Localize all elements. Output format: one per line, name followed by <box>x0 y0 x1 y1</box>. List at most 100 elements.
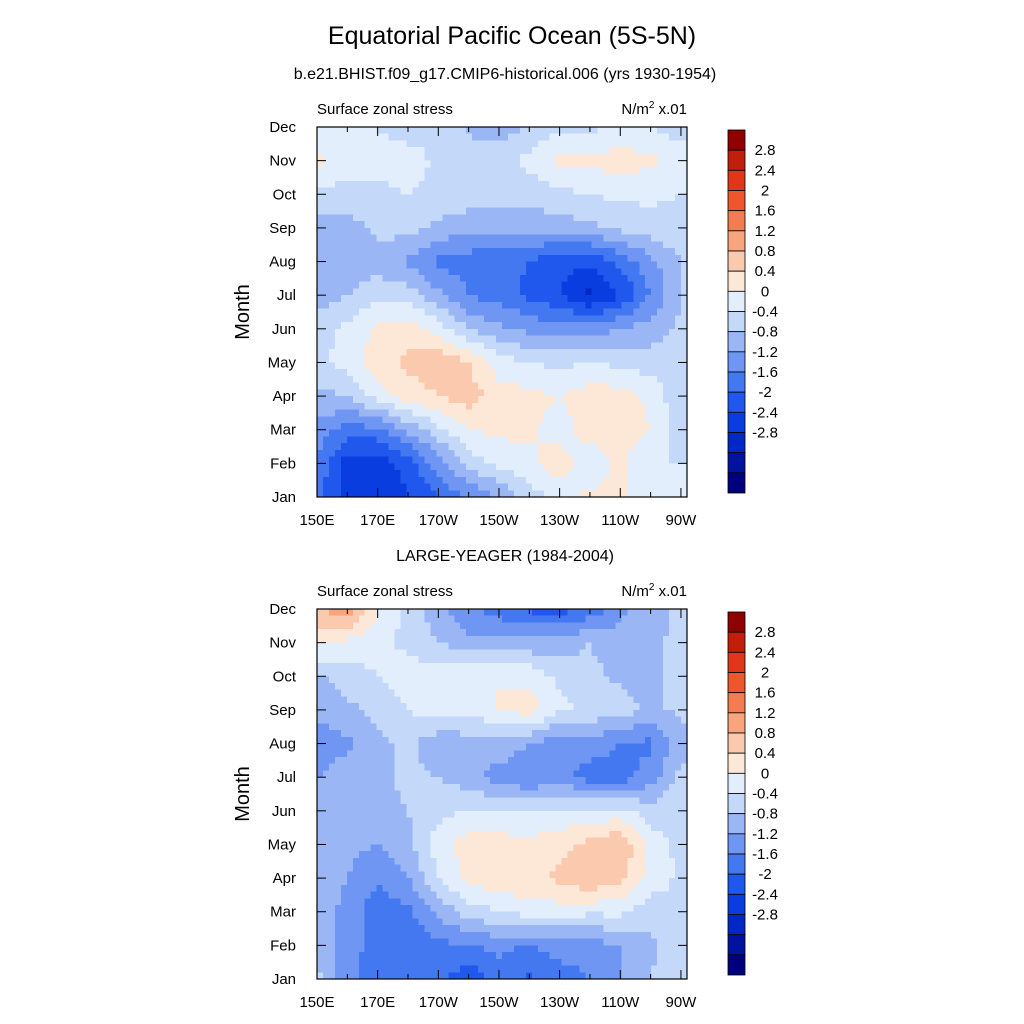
heatmap-cell <box>442 180 449 189</box>
heatmap-cell <box>472 275 479 283</box>
heatmap-cell <box>609 490 616 498</box>
heatmap-cell <box>484 443 491 451</box>
heatmap-cell <box>430 736 437 745</box>
heatmap-cell <box>639 147 646 155</box>
heatmap-cell <box>519 288 527 296</box>
heatmap-cell <box>466 355 473 364</box>
heatmap-cell <box>615 355 622 364</box>
heatmap-cell <box>663 261 670 269</box>
heatmap-cell <box>603 389 611 397</box>
heatmap-cell <box>472 140 479 148</box>
heatmap-cell <box>490 295 497 303</box>
x-tick-label: 150E <box>299 512 334 529</box>
heatmap-cell <box>502 160 509 168</box>
heatmap-cell <box>472 342 479 350</box>
heatmap-cell <box>681 261 688 269</box>
heatmap-cell <box>418 409 426 417</box>
heatmap-cell <box>657 234 664 242</box>
heatmap-cell <box>537 676 545 684</box>
heatmap-cell <box>567 355 575 364</box>
heatmap-cell <box>669 207 676 216</box>
heatmap-cell <box>460 295 467 303</box>
heatmap-cell <box>388 227 396 236</box>
heatmap-cell <box>394 629 402 637</box>
heatmap-cell <box>352 490 360 498</box>
heatmap-cell <box>370 362 378 370</box>
heatmap-cell <box>663 322 670 330</box>
heatmap-cell <box>513 416 521 424</box>
heatmap-cell <box>412 268 420 276</box>
heatmap-cell <box>370 476 378 485</box>
heatmap-cell <box>418 490 426 498</box>
heatmap-cell <box>448 369 455 377</box>
heatmap-cell <box>406 234 414 242</box>
heatmap-cell <box>364 696 372 704</box>
heatmap-cell <box>531 750 539 758</box>
heatmap-cell <box>603 642 611 650</box>
heatmap-cell <box>603 194 611 202</box>
heatmap-cell <box>466 689 473 698</box>
heatmap-cell <box>513 635 521 644</box>
heatmap-cell <box>651 328 658 337</box>
heatmap-cell <box>603 622 611 630</box>
heatmap-cell <box>328 369 336 377</box>
heatmap-cell <box>633 615 640 624</box>
heatmap-cell <box>531 275 539 283</box>
heatmap-cell <box>543 349 551 357</box>
heatmap-cell <box>460 615 467 624</box>
heatmap-cell <box>519 443 527 451</box>
heatmap-cell <box>657 696 664 704</box>
heatmap-cell <box>418 615 426 624</box>
heatmap-cell <box>519 463 527 471</box>
heatmap-cell <box>400 689 408 698</box>
heatmap-cell <box>412 127 420 135</box>
heatmap-cell <box>352 180 360 189</box>
heatmap-cell <box>424 207 431 216</box>
heatmap-cell <box>496 328 503 337</box>
heatmap-cell <box>436 362 443 370</box>
heatmap-cell <box>549 241 557 249</box>
heatmap-cell <box>597 308 605 316</box>
heatmap-cell <box>340 201 348 209</box>
heatmap-cell <box>406 389 414 397</box>
heatmap-cell <box>585 254 593 263</box>
heatmap-cell <box>555 315 563 323</box>
heatmap-cell <box>376 201 384 209</box>
heatmap-cell <box>531 757 539 765</box>
heatmap-cell <box>370 443 378 451</box>
heatmap-cell <box>657 402 664 411</box>
heatmap-cell <box>513 301 521 310</box>
heatmap-cell <box>567 268 575 276</box>
heatmap-cell <box>669 716 676 724</box>
heatmap-cell <box>454 275 461 283</box>
heatmap-cell <box>507 362 515 370</box>
heatmap-cell <box>627 382 634 390</box>
heatmap-cell <box>651 757 658 765</box>
heatmap-cell <box>525 703 533 711</box>
heatmap-cell <box>496 261 503 269</box>
heatmap-cell <box>382 456 390 464</box>
heatmap-cell <box>442 402 449 411</box>
heatmap-cell <box>334 656 342 664</box>
heatmap-cell <box>317 429 324 438</box>
heatmap-cell <box>591 615 599 624</box>
heatmap-cell <box>651 683 658 691</box>
heatmap-cell <box>597 649 605 657</box>
heatmap-cell <box>442 750 449 758</box>
heatmap-cell <box>322 676 330 684</box>
heatmap-cell <box>334 288 342 296</box>
heatmap-cell <box>358 261 366 269</box>
heatmap-cell <box>478 763 485 772</box>
heatmap-cell <box>549 227 557 236</box>
heatmap-cell <box>328 396 336 404</box>
heatmap-cell <box>334 429 342 438</box>
heatmap-cell <box>585 295 593 303</box>
heatmap-cell <box>352 476 360 485</box>
heatmap-cell <box>334 750 342 758</box>
heatmap-cell <box>430 349 437 357</box>
heatmap-cell <box>382 750 390 758</box>
heatmap-cell <box>681 315 688 323</box>
heatmap-cell <box>328 342 336 350</box>
heatmap-cell <box>394 369 402 377</box>
heatmap-cell <box>681 254 688 263</box>
